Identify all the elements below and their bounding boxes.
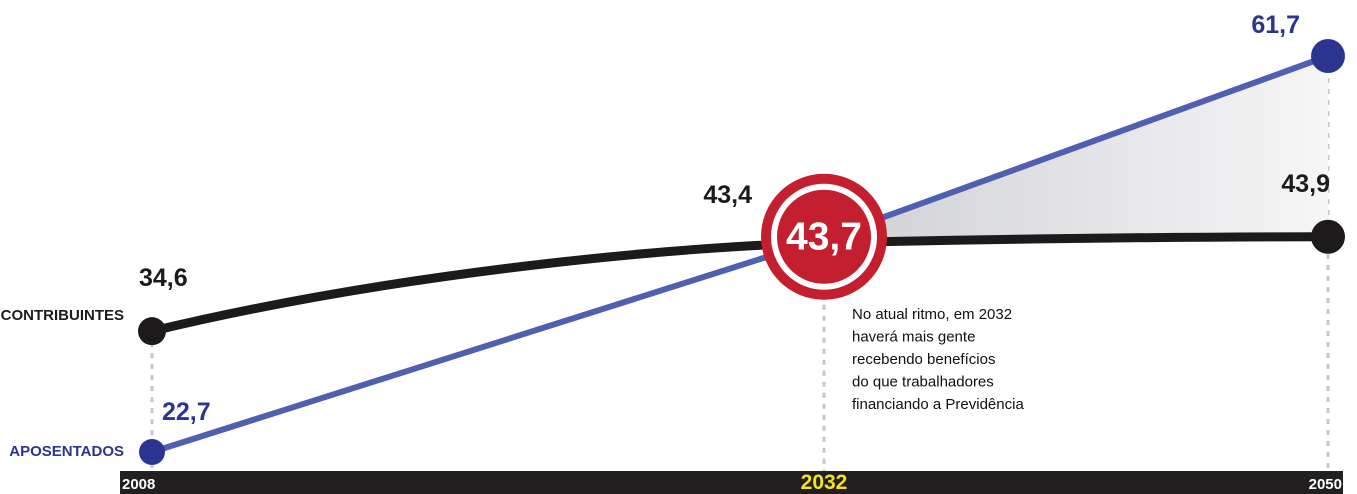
point-aposentados-2008 — [139, 439, 165, 465]
series-name-contribuintes: CONTRIBUINTES — [1, 307, 124, 324]
value-label-contribuintes-2032: 43,4 — [703, 181, 752, 209]
data-points — [138, 39, 1345, 465]
x-axis-ticks: 2008 2032 2050 — [122, 471, 1342, 494]
crossover-value-label: 43,7 — [786, 215, 862, 258]
annotation-text: No atual ritmo, em 2032 haverá mais gente… — [852, 306, 1024, 413]
annotation-line: financiando a Previdência — [852, 396, 1024, 413]
annotation-line: haverá mais gente — [852, 329, 975, 346]
value-label-contribuintes-2008: 34,6 — [139, 264, 188, 292]
value-labels: 34,6 43,4 43,9 22,7 61,7 CONTRIBUINTES APOSENT… — [1, 11, 1330, 460]
point-contribuintes-2050 — [1311, 219, 1345, 254]
point-aposentados-2050 — [1311, 39, 1345, 73]
value-label-aposentados-2008: 22,7 — [162, 398, 211, 426]
series-name-aposentados: APOSENTADOS — [9, 443, 124, 460]
crossover-badge — [777, 189, 871, 284]
value-label-aposentados-2050: 61,7 — [1251, 11, 1300, 39]
x-tick-2008: 2008 — [122, 476, 155, 493]
point-contribuintes-2008 — [138, 317, 166, 346]
annotation-line: No atual ritmo, em 2032 — [852, 306, 1012, 323]
series-line-contribuintes — [147, 232, 1333, 336]
annotation-line: do que trabalhadores — [852, 374, 994, 391]
x-tick-2032: 2032 — [801, 471, 848, 494]
crossover-marker: 43,7 — [761, 173, 887, 300]
x-axis-bar — [120, 471, 1343, 494]
x-tick-2050: 2050 — [1309, 476, 1342, 493]
series-line-aposentados — [149, 53, 1331, 455]
annotation-line: recebendo benefícios — [852, 351, 995, 368]
value-label-contribuintes-2050: 43,9 — [1281, 170, 1330, 198]
